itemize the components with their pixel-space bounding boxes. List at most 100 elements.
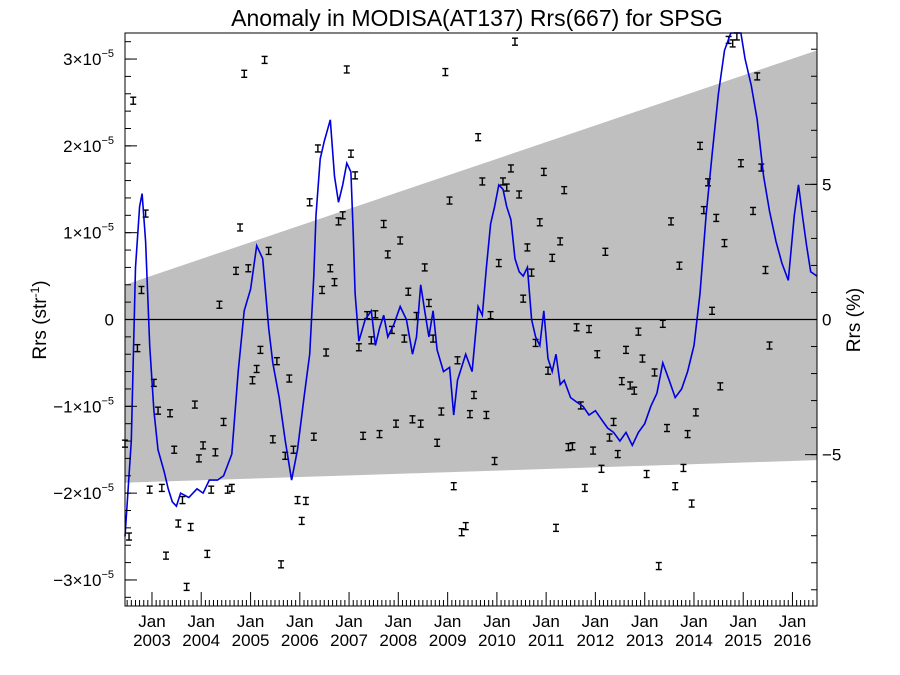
left-tick-label: 0 — [105, 311, 114, 330]
data-point — [130, 96, 137, 105]
x-tick-month-label: Jan — [582, 612, 609, 631]
data-point — [479, 177, 486, 186]
data-point — [503, 183, 510, 192]
data-point — [204, 549, 211, 559]
data-point — [306, 198, 313, 207]
data-point — [750, 206, 757, 216]
left-tick-label: 3×10−5 — [63, 48, 114, 69]
data-point — [737, 159, 744, 168]
data-point — [552, 523, 559, 533]
data-point — [528, 268, 535, 277]
data-point — [466, 409, 473, 419]
data-point — [442, 67, 449, 77]
data-point — [635, 327, 642, 336]
x-tick-year-label: 2012 — [576, 631, 614, 650]
data-point — [516, 190, 523, 199]
data-point — [598, 464, 605, 474]
x-tick-year-label: 2004 — [182, 631, 220, 650]
data-point — [376, 429, 383, 439]
data-point — [680, 463, 687, 473]
data-point — [319, 285, 326, 295]
data-point — [314, 144, 321, 153]
data-point — [655, 561, 662, 571]
x-tick-year-label: 2016 — [774, 631, 812, 650]
x-tick-year-label: 2007 — [330, 631, 368, 650]
data-point — [450, 481, 457, 491]
x-tick-year-label: 2005 — [232, 631, 270, 650]
data-point — [158, 483, 165, 493]
left-axis: −3×10−5 −2×10−5 −1×10−5 0 1×10−5 2×10−5 3×10−5 — [53, 41, 137, 598]
data-point — [622, 345, 629, 355]
data-point — [454, 356, 461, 365]
data-point — [697, 141, 704, 151]
x-tick-month-label: Jan — [779, 612, 806, 631]
data-point — [754, 72, 761, 81]
data-point — [323, 348, 330, 357]
data-point — [586, 324, 593, 334]
data-point — [684, 429, 691, 439]
data-point — [405, 287, 412, 296]
data-point — [524, 243, 531, 252]
data-point — [327, 264, 334, 273]
data-point — [565, 442, 572, 452]
data-point — [253, 364, 260, 374]
x-tick-month-label: Jan — [730, 612, 757, 631]
data-point — [233, 266, 240, 276]
data-point — [368, 336, 375, 345]
x-tick-month-label: Jan — [335, 612, 362, 631]
data-point — [167, 409, 174, 418]
data-point — [265, 246, 272, 256]
data-point — [569, 442, 576, 451]
data-point — [372, 310, 379, 319]
data-point — [610, 417, 617, 427]
data-point — [179, 495, 186, 505]
data-point — [195, 454, 202, 463]
data-point — [273, 356, 280, 366]
data-point — [491, 456, 498, 466]
data-point — [614, 449, 621, 459]
data-point — [155, 406, 162, 415]
data-point — [766, 341, 773, 350]
uncertainty-band — [125, 50, 817, 483]
left-tick-label: 1×10−5 — [63, 222, 114, 243]
x-tick-month-label: Jan — [138, 612, 165, 631]
data-point — [183, 582, 190, 592]
data-point — [208, 485, 215, 494]
data-point — [590, 446, 597, 455]
x-tick-month-label: Jan — [631, 612, 658, 631]
data-point — [417, 419, 424, 428]
data-point — [762, 265, 769, 275]
data-point — [495, 258, 502, 268]
y-axis-label-right: Rrs (%) — [844, 288, 865, 352]
data-point — [347, 149, 354, 158]
data-point — [163, 551, 170, 560]
data-point — [581, 483, 588, 493]
x-axis: Jan2003Jan2004Jan2005Jan2006Jan2007Jan20… — [126, 592, 818, 650]
data-point — [191, 400, 198, 409]
data-point — [639, 354, 646, 363]
left-tick-label: −3×10−5 — [53, 569, 114, 590]
data-point — [380, 219, 387, 229]
data-point — [643, 469, 650, 479]
data-point — [713, 213, 720, 223]
data-point — [331, 277, 338, 287]
data-point — [676, 261, 683, 270]
data-point — [134, 343, 141, 353]
right-tick-label: 0 — [822, 311, 831, 330]
data-point — [421, 263, 428, 272]
data-point — [278, 560, 285, 569]
data-point — [261, 55, 268, 65]
data-point — [606, 433, 613, 442]
data-point — [475, 132, 482, 142]
points-layer — [122, 32, 773, 592]
x-tick-year-label: 2010 — [478, 631, 516, 650]
data-point — [269, 435, 276, 444]
data-point — [392, 419, 399, 428]
left-tick-label: 2×10−5 — [63, 135, 114, 156]
data-point — [397, 236, 404, 245]
data-point — [220, 417, 227, 427]
data-point — [487, 310, 494, 320]
data-point — [360, 431, 367, 441]
data-point — [651, 368, 658, 377]
data-point — [549, 253, 556, 263]
